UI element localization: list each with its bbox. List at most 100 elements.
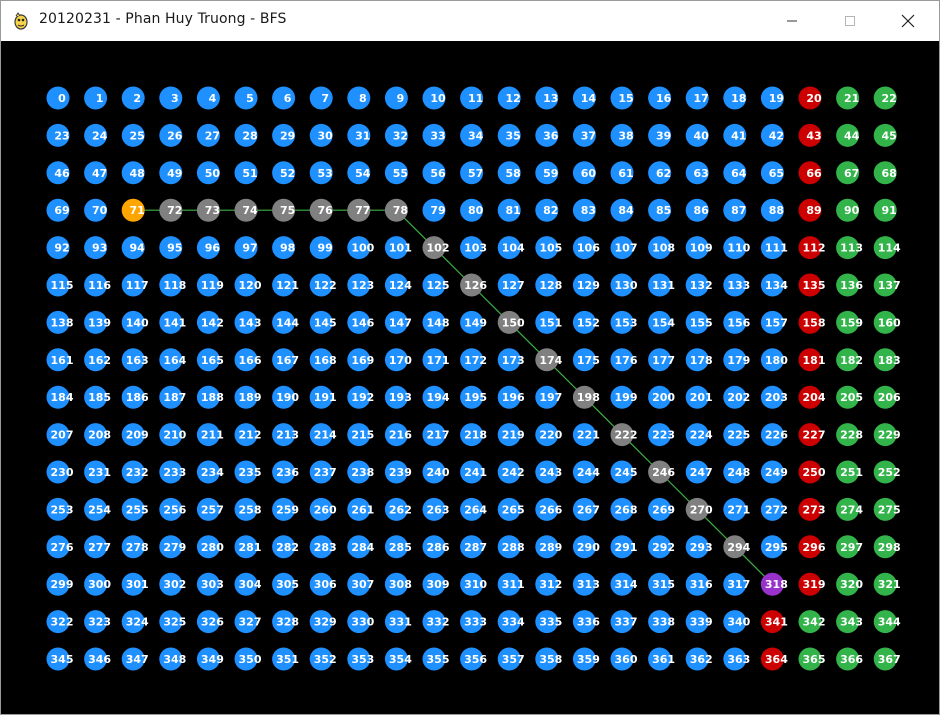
grid-node-287[interactable]: 287 bbox=[460, 535, 487, 559]
grid-node-133[interactable]: 133 bbox=[723, 273, 750, 297]
grid-node-99[interactable]: 99 bbox=[309, 236, 333, 260]
grid-node-278[interactable]: 278 bbox=[121, 535, 149, 559]
grid-node-329[interactable]: 329 bbox=[309, 610, 337, 634]
grid-node-6[interactable]: 6 bbox=[272, 86, 296, 110]
grid-node-233[interactable]: 233 bbox=[159, 460, 186, 484]
grid-node-129[interactable]: 129 bbox=[572, 273, 600, 297]
path-node-78[interactable]: 78 bbox=[384, 198, 408, 222]
grid-node-180[interactable]: 180 bbox=[760, 348, 788, 372]
grid-node-103[interactable]: 103 bbox=[460, 236, 487, 260]
grid-node-334[interactable]: 334 bbox=[497, 610, 525, 634]
grid-node-93[interactable]: 93 bbox=[84, 236, 107, 260]
path-node-150[interactable]: 150 bbox=[497, 310, 525, 334]
grid-node-116[interactable]: 116 bbox=[84, 273, 111, 297]
grid-node-169[interactable]: 169 bbox=[347, 348, 374, 372]
grid-node-331[interactable]: 331 bbox=[384, 610, 412, 634]
green-node-182[interactable]: 182 bbox=[836, 348, 863, 372]
grid-node-203[interactable]: 203 bbox=[760, 385, 788, 409]
path-node-198[interactable]: 198 bbox=[572, 385, 600, 409]
grid-node-302[interactable]: 302 bbox=[159, 572, 186, 596]
grid-node-216[interactable]: 216 bbox=[384, 423, 412, 447]
start-node-71[interactable]: 71 bbox=[121, 198, 145, 222]
grid-node-350[interactable]: 350 bbox=[234, 647, 262, 671]
path-node-72[interactable]: 72 bbox=[159, 198, 182, 222]
grid-node-29[interactable]: 29 bbox=[272, 123, 295, 147]
grid-node-185[interactable]: 185 bbox=[84, 385, 111, 409]
grid-node-36[interactable]: 36 bbox=[535, 123, 559, 147]
grid-node-5[interactable]: 5 bbox=[234, 86, 258, 110]
grid-node-106[interactable]: 106 bbox=[572, 236, 600, 260]
grid-node-108[interactable]: 108 bbox=[648, 236, 675, 260]
grid-node-61[interactable]: 61 bbox=[610, 161, 634, 185]
bfs-grid-canvas[interactable]: 0 1 2 3 4 5 6 7 8 9 10 11 12 13 14 15 16 17 18 19 20 21 22 23 24… bbox=[1, 41, 939, 714]
grid-node-144[interactable]: 144 bbox=[272, 310, 299, 334]
grid-node-330[interactable]: 330 bbox=[347, 610, 375, 634]
grid-node-337[interactable]: 337 bbox=[610, 610, 638, 634]
path-node-294[interactable]: 294 bbox=[723, 535, 751, 559]
grid-node-9[interactable]: 9 bbox=[384, 86, 408, 110]
grid-node-357[interactable]: 357 bbox=[497, 647, 525, 671]
grid-node-194[interactable]: 194 bbox=[422, 385, 450, 409]
grid-node-218[interactable]: 218 bbox=[460, 423, 487, 447]
grid-node-213[interactable]: 213 bbox=[272, 423, 299, 447]
grid-node-27[interactable]: 27 bbox=[196, 123, 220, 147]
grid-node-248[interactable]: 248 bbox=[723, 460, 750, 484]
grid-node-52[interactable]: 52 bbox=[272, 161, 295, 185]
green-node-21[interactable]: 21 bbox=[836, 86, 859, 110]
grid-node-39[interactable]: 39 bbox=[648, 123, 671, 147]
grid-node-175[interactable]: 175 bbox=[572, 348, 600, 372]
grid-node-309[interactable]: 309 bbox=[422, 572, 450, 596]
grid-node-315[interactable]: 315 bbox=[648, 572, 675, 596]
grid-node-167[interactable]: 167 bbox=[272, 348, 299, 372]
grid-node-242[interactable]: 242 bbox=[497, 460, 525, 484]
grid-node-346[interactable]: 346 bbox=[84, 647, 111, 671]
grid-node-179[interactable]: 179 bbox=[723, 348, 750, 372]
grid-node-57[interactable]: 57 bbox=[460, 161, 483, 185]
grid-node-83[interactable]: 83 bbox=[572, 198, 596, 222]
grid-node-30[interactable]: 30 bbox=[309, 123, 333, 147]
grid-node-54[interactable]: 54 bbox=[347, 161, 371, 185]
grid-node-327[interactable]: 327 bbox=[234, 610, 262, 634]
grid-node-87[interactable]: 87 bbox=[723, 198, 746, 222]
grid-node-253[interactable]: 253 bbox=[46, 497, 74, 521]
green-node-320[interactable]: 320 bbox=[836, 572, 863, 596]
grid-node-141[interactable]: 141 bbox=[159, 310, 186, 334]
green-node-206[interactable]: 206 bbox=[873, 385, 901, 409]
grid-node-212[interactable]: 212 bbox=[234, 423, 262, 447]
grid-node-290[interactable]: 290 bbox=[572, 535, 600, 559]
grid-node-154[interactable]: 154 bbox=[648, 310, 675, 334]
grid-node-149[interactable]: 149 bbox=[460, 310, 487, 334]
red-node-364[interactable]: 364 bbox=[760, 647, 788, 671]
grid-node-277[interactable]: 277 bbox=[84, 535, 111, 559]
grid-node-58[interactable]: 58 bbox=[497, 161, 521, 185]
grid-node-166[interactable]: 166 bbox=[234, 348, 262, 372]
grid-node-328[interactable]: 328 bbox=[272, 610, 299, 634]
grid-node-355[interactable]: 355 bbox=[422, 647, 450, 671]
red-node-112[interactable]: 112 bbox=[798, 236, 826, 260]
path-node-126[interactable]: 126 bbox=[460, 273, 487, 297]
grid-node-305[interactable]: 305 bbox=[272, 572, 299, 596]
green-node-91[interactable]: 91 bbox=[873, 198, 897, 222]
grid-node-243[interactable]: 243 bbox=[535, 460, 562, 484]
grid-node-190[interactable]: 190 bbox=[272, 385, 299, 409]
grid-node-284[interactable]: 284 bbox=[347, 535, 375, 559]
grid-node-16[interactable]: 16 bbox=[648, 86, 672, 110]
grid-node-235[interactable]: 235 bbox=[234, 460, 262, 484]
red-node-66[interactable]: 66 bbox=[798, 161, 822, 185]
grid-node-338[interactable]: 338 bbox=[648, 610, 675, 634]
grid-node-276[interactable]: 276 bbox=[46, 535, 74, 559]
grid-node-192[interactable]: 192 bbox=[347, 385, 374, 409]
maximize-button[interactable] bbox=[821, 1, 879, 41]
green-node-159[interactable]: 159 bbox=[836, 310, 863, 334]
grid-node-0[interactable]: 0 bbox=[46, 86, 70, 110]
goal-node-318[interactable]: 318 bbox=[760, 572, 788, 596]
red-node-227[interactable]: 227 bbox=[798, 423, 826, 447]
grid-node-124[interactable]: 124 bbox=[384, 273, 412, 297]
grid-node-283[interactable]: 283 bbox=[309, 535, 337, 559]
grid-node-49[interactable]: 49 bbox=[159, 161, 182, 185]
grid-node-157[interactable]: 157 bbox=[760, 310, 788, 334]
grid-node-145[interactable]: 145 bbox=[309, 310, 337, 334]
path-node-270[interactable]: 270 bbox=[685, 497, 713, 521]
grid-node-312[interactable]: 312 bbox=[535, 572, 562, 596]
grid-node-285[interactable]: 285 bbox=[384, 535, 412, 559]
